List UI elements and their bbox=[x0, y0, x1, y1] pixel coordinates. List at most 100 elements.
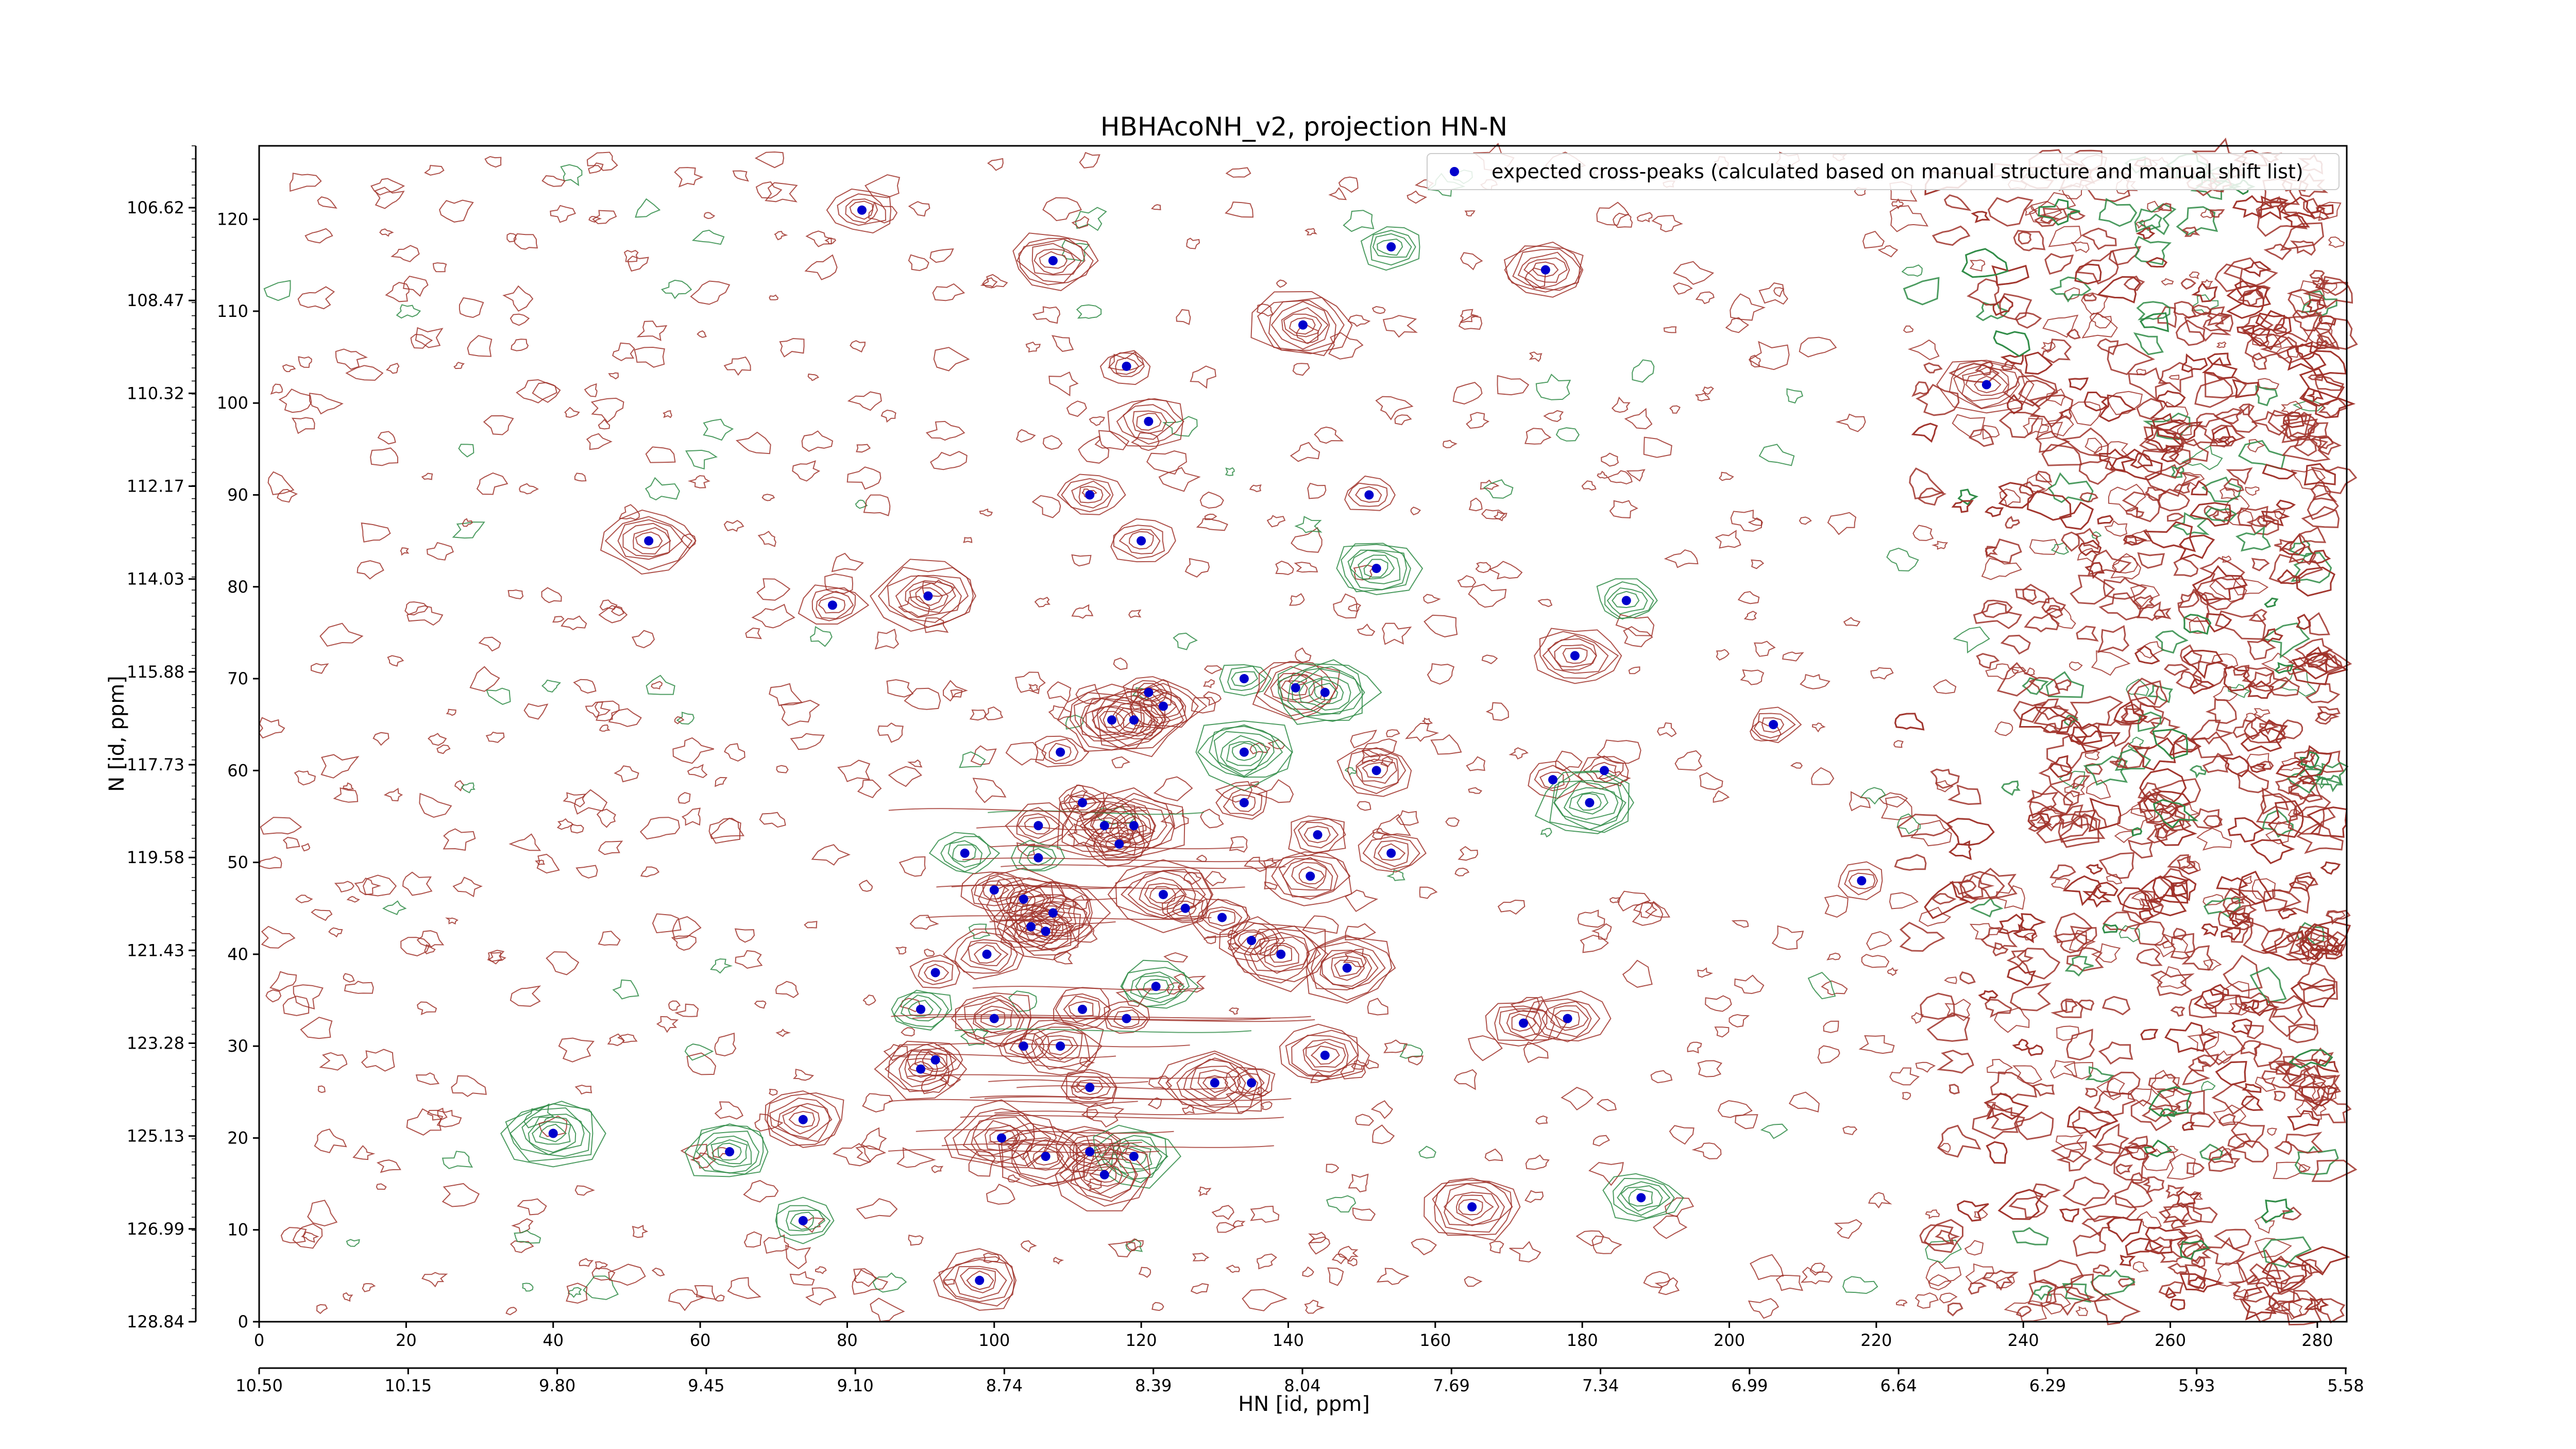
contour-line bbox=[509, 833, 541, 851]
contour-line bbox=[972, 778, 1007, 803]
contour-line bbox=[1089, 416, 1105, 426]
contour-line bbox=[1345, 923, 1377, 940]
contour-line bbox=[2280, 222, 2325, 251]
contour-line bbox=[2208, 1151, 2241, 1172]
contour-line bbox=[2030, 192, 2076, 217]
contour-line bbox=[1255, 661, 1337, 717]
contour-line bbox=[955, 1028, 1252, 1033]
x-index-tick-label: 280 bbox=[2301, 1330, 2333, 1350]
contour-line bbox=[1307, 482, 1327, 499]
contour-line bbox=[595, 1261, 608, 1270]
contour-line bbox=[289, 173, 322, 192]
contour-line bbox=[1512, 248, 1582, 291]
contour-line bbox=[377, 431, 396, 445]
contour-line bbox=[261, 925, 296, 949]
contour-line bbox=[2018, 379, 2056, 408]
contour-line bbox=[523, 703, 549, 720]
contour-line bbox=[691, 229, 725, 245]
contour-line bbox=[2060, 998, 2078, 1014]
contour-line bbox=[372, 732, 389, 746]
contour-line bbox=[1291, 668, 1362, 715]
contour-line bbox=[2053, 933, 2088, 954]
contour-line bbox=[2045, 1286, 2096, 1316]
contour-line bbox=[2238, 870, 2273, 905]
contour-line bbox=[1076, 304, 1102, 319]
contour-line bbox=[674, 167, 704, 188]
contour-line bbox=[2130, 584, 2160, 608]
contour-line bbox=[973, 875, 1015, 903]
contour-line bbox=[1334, 959, 1362, 977]
contour-line bbox=[2233, 578, 2269, 596]
y-index-tick-label: 20 bbox=[227, 1128, 248, 1148]
contour-line bbox=[2191, 480, 2208, 496]
contour-line bbox=[1120, 967, 1190, 1007]
contour-line bbox=[2148, 1086, 2193, 1117]
contour-line bbox=[319, 1052, 348, 1071]
cross-peak-marker bbox=[975, 1275, 985, 1285]
contour-line bbox=[2226, 285, 2272, 308]
contour-line bbox=[697, 330, 707, 338]
contour-line bbox=[320, 754, 360, 779]
contour-line bbox=[635, 198, 661, 218]
contour-line bbox=[1190, 1283, 1209, 1294]
contour-line bbox=[757, 531, 776, 547]
cross-peak-marker bbox=[1519, 1018, 1529, 1028]
contour-line bbox=[2081, 1215, 2118, 1237]
x-axis-title: HN [id, ppm] bbox=[1238, 1392, 1370, 1416]
contour-line bbox=[775, 1029, 791, 1037]
contour-line bbox=[668, 1000, 681, 1011]
contour-line bbox=[1751, 559, 1765, 569]
contour-line bbox=[2239, 403, 2255, 415]
contour-line bbox=[1475, 562, 1491, 574]
y-index-tick-label: 70 bbox=[227, 669, 248, 688]
contour-line bbox=[1951, 500, 1974, 513]
contour-line bbox=[765, 182, 798, 203]
contour-line bbox=[1617, 1181, 1671, 1216]
contour-line bbox=[1889, 205, 1929, 232]
contour-line bbox=[1232, 1220, 1246, 1228]
contour-line bbox=[2260, 787, 2289, 815]
contour-line bbox=[2001, 780, 2021, 796]
contour-line bbox=[865, 174, 901, 198]
contour-line bbox=[584, 383, 598, 397]
contour-line bbox=[1331, 1253, 1347, 1265]
contour-line bbox=[849, 200, 874, 220]
contour-line bbox=[2295, 1246, 2350, 1276]
contour-line bbox=[1025, 919, 1064, 944]
contour-line bbox=[769, 1097, 831, 1142]
contour-line bbox=[317, 1085, 326, 1093]
contour-line bbox=[2084, 751, 2100, 761]
contour-line bbox=[2245, 486, 2260, 496]
contour-line bbox=[1998, 482, 2035, 509]
contour-line bbox=[1931, 893, 1957, 905]
x-ppm-tick-label: 9.80 bbox=[539, 1376, 575, 1395]
contour-line bbox=[541, 175, 566, 187]
contour-line bbox=[608, 708, 642, 727]
contour-line bbox=[2180, 1240, 2210, 1260]
contour-line bbox=[963, 537, 973, 543]
contour-line bbox=[2072, 775, 2091, 789]
contour-line bbox=[521, 1114, 585, 1155]
contour-line bbox=[1091, 690, 1166, 747]
contour-line bbox=[2222, 887, 2267, 916]
cross-peak-marker bbox=[1158, 701, 1168, 711]
contour-line bbox=[1386, 869, 1405, 881]
contour-line bbox=[824, 237, 837, 244]
contour-line bbox=[1071, 924, 1098, 943]
contour-line bbox=[1597, 470, 1608, 479]
contour-line bbox=[1362, 762, 1388, 779]
contour-line bbox=[907, 1074, 1239, 1079]
contour-line bbox=[1547, 638, 1597, 671]
contour-line bbox=[1549, 771, 1630, 833]
contour-line bbox=[343, 1292, 353, 1302]
contour-line bbox=[1612, 591, 1640, 609]
contour-line bbox=[2306, 299, 2328, 313]
contour-line bbox=[2133, 332, 2164, 356]
contour-line bbox=[1984, 1092, 2029, 1120]
contour-line bbox=[1113, 657, 1128, 670]
contour-line bbox=[2156, 390, 2186, 408]
contour-line bbox=[1849, 791, 1871, 812]
contour-line bbox=[1773, 287, 1785, 297]
contour-line bbox=[2277, 907, 2297, 920]
contour-line bbox=[2267, 800, 2304, 838]
